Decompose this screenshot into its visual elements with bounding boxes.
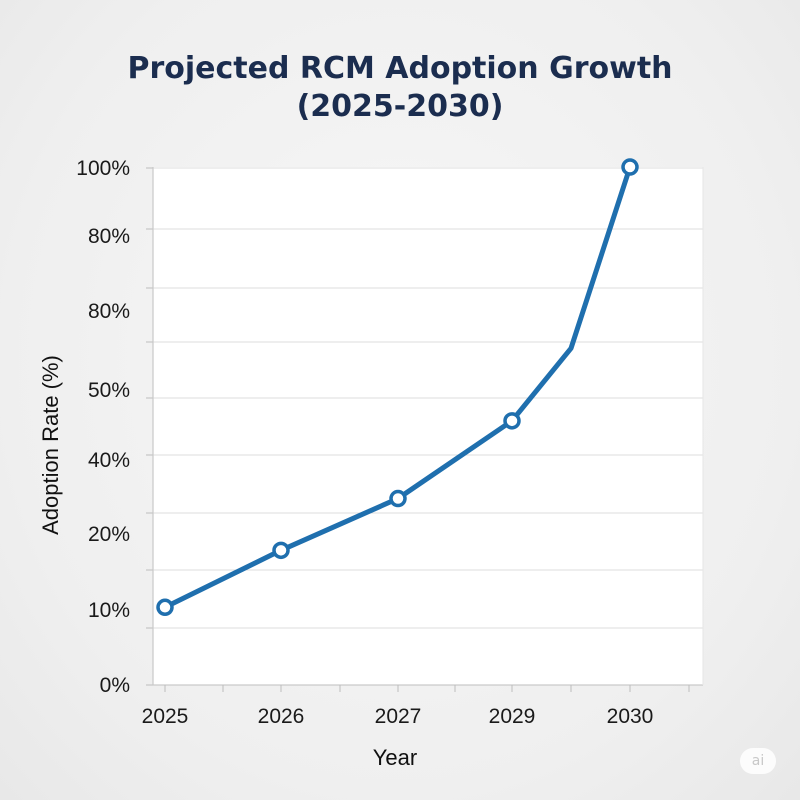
x-tick-label: 2026 xyxy=(258,705,305,728)
data-point-marker xyxy=(621,158,639,176)
y-axis-label: Adoption Rate (%) xyxy=(38,355,63,535)
x-tick-label: 2029 xyxy=(489,705,536,728)
axes xyxy=(152,167,704,686)
y-tick-label: 80% xyxy=(88,300,130,323)
x-axis-ticks: 2025 2026 2027 2029 2030 xyxy=(142,685,690,728)
chart-title: Projected RCM Adoption Growth xyxy=(127,51,673,86)
data-point-marker xyxy=(503,412,521,430)
data-point-marker xyxy=(272,541,290,560)
y-tick-label: 0% xyxy=(100,674,130,697)
series-line xyxy=(162,164,633,610)
x-tick-label: 2030 xyxy=(607,705,654,728)
y-tick-label: 80% xyxy=(88,225,130,248)
y-axis-ticks: 100% 80% 80% 50% 40% 20% 10% 0% xyxy=(76,157,130,697)
watermark-badge: ai xyxy=(740,748,776,774)
y-tick-label: 50% xyxy=(88,379,130,402)
x-tick-label: 2025 xyxy=(142,705,189,728)
y-tick-label: 100% xyxy=(76,157,130,180)
y-tick-label: 10% xyxy=(88,599,130,622)
x-tick-label: 2027 xyxy=(375,705,422,728)
series-group xyxy=(156,158,639,617)
x-axis-label: Year xyxy=(373,745,417,770)
chart-subtitle: (2025-2030) xyxy=(296,89,504,124)
y-tick-label: 20% xyxy=(88,523,130,546)
data-point-marker xyxy=(156,598,174,617)
plot-area xyxy=(153,167,703,685)
y-tick-label: 40% xyxy=(88,449,130,472)
data-point-marker xyxy=(389,489,407,508)
